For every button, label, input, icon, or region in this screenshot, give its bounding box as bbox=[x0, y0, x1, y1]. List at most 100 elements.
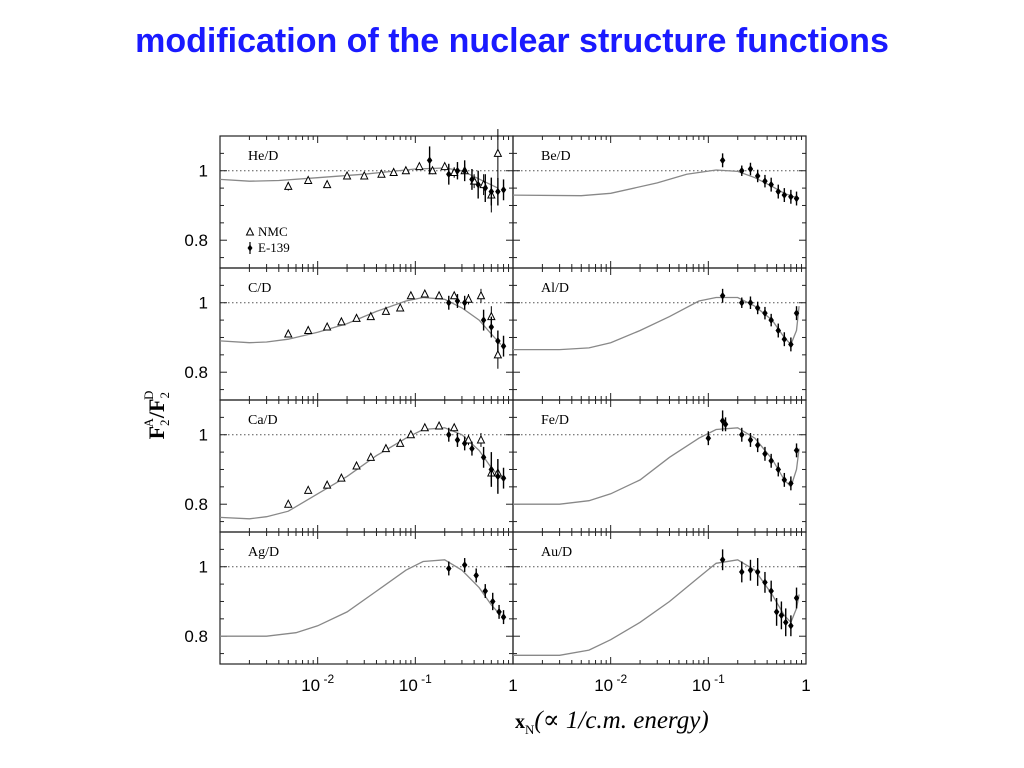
e139-point bbox=[782, 608, 789, 637]
x-tick-label: 1 bbox=[801, 676, 810, 695]
nmc-point bbox=[303, 175, 313, 184]
panel-label: Ca/D bbox=[248, 413, 278, 428]
e139-marker bbox=[768, 180, 774, 189]
y-tick-label: 0.8 bbox=[184, 231, 208, 250]
e139-marker bbox=[738, 298, 745, 307]
e139-point bbox=[495, 177, 501, 206]
nmc-point bbox=[322, 179, 332, 189]
e139-point bbox=[754, 301, 761, 315]
e139-point bbox=[461, 295, 468, 310]
e139-point bbox=[461, 160, 468, 182]
nmc-marker bbox=[406, 429, 416, 439]
e139-marker bbox=[482, 184, 489, 193]
e139-marker bbox=[747, 298, 754, 307]
e139-marker bbox=[469, 175, 475, 184]
nmc-point bbox=[303, 485, 313, 494]
panel-c-d: 1 0.8 C/D bbox=[184, 267, 514, 401]
e139-point bbox=[445, 295, 452, 310]
x-tick-label: 10 -2 bbox=[301, 672, 334, 695]
e139-point bbox=[719, 153, 726, 168]
nmc-point bbox=[434, 290, 444, 300]
nmc-point bbox=[377, 169, 386, 178]
e139-marker bbox=[793, 594, 800, 602]
y-tick-label: 1 bbox=[199, 426, 208, 445]
model-curve bbox=[219, 296, 502, 345]
e139-marker bbox=[454, 297, 461, 305]
e139-point bbox=[719, 288, 726, 303]
e139-marker bbox=[500, 474, 507, 483]
model-curve bbox=[219, 427, 502, 520]
e139-point bbox=[788, 476, 794, 491]
e139-point bbox=[768, 453, 774, 468]
nmc-point bbox=[415, 161, 424, 171]
e139-point bbox=[788, 615, 794, 637]
panel-label: Ag/D bbox=[248, 545, 279, 560]
nmc-marker bbox=[366, 311, 376, 321]
e139-marker bbox=[488, 465, 495, 474]
e139-marker bbox=[461, 166, 468, 175]
nmc-marker bbox=[476, 434, 486, 444]
e139-marker bbox=[778, 611, 785, 620]
e139-marker bbox=[719, 156, 726, 165]
nmc-marker bbox=[303, 325, 313, 335]
e139-point bbox=[426, 146, 433, 175]
e139-point bbox=[775, 323, 782, 338]
nmc-point bbox=[337, 316, 346, 326]
panel-label: Be/D bbox=[541, 149, 571, 164]
nmc-point bbox=[352, 313, 361, 322]
e139-marker bbox=[426, 156, 433, 165]
y-tick-label: 1 bbox=[199, 558, 208, 577]
nmc-marker bbox=[322, 179, 332, 189]
nmc-point bbox=[366, 452, 376, 461]
e139-point bbox=[762, 174, 768, 188]
panel-ca-d: 1 0.8 Ca/D bbox=[184, 399, 514, 533]
e139-point bbox=[719, 549, 726, 571]
e139-point bbox=[738, 427, 745, 442]
svg-text:F2A/F2D: F2A/F2D bbox=[141, 391, 172, 440]
e139-point bbox=[488, 452, 495, 487]
nmc-marker bbox=[322, 479, 332, 489]
nmc-marker bbox=[464, 294, 473, 303]
nmc-marker bbox=[283, 181, 293, 190]
e139-point bbox=[747, 433, 754, 447]
e139-point bbox=[781, 472, 788, 487]
e139-point bbox=[480, 309, 487, 331]
e139-marker bbox=[445, 170, 452, 179]
nmc-point bbox=[359, 170, 369, 180]
nmc-marker bbox=[440, 161, 450, 171]
e139-point bbox=[775, 184, 782, 199]
e139-marker bbox=[747, 165, 754, 173]
nmc-point bbox=[381, 443, 391, 453]
e139-marker bbox=[754, 568, 761, 576]
e139-point bbox=[482, 174, 489, 202]
nmc-marker bbox=[420, 422, 430, 432]
e139-point bbox=[762, 446, 768, 461]
nmc-point bbox=[283, 328, 293, 338]
e139-point bbox=[762, 306, 768, 320]
e139-marker bbox=[445, 430, 452, 439]
e139-point bbox=[500, 335, 507, 357]
nmc-marker bbox=[449, 290, 459, 300]
nmc-point bbox=[342, 170, 352, 180]
e139-marker bbox=[768, 587, 774, 595]
legend-marker-nmc bbox=[245, 226, 255, 236]
y-tick-label: 1 bbox=[199, 294, 208, 313]
e139-marker bbox=[738, 166, 745, 175]
e139-point bbox=[793, 443, 800, 458]
nmc-marker bbox=[415, 161, 424, 171]
nmc-point bbox=[479, 174, 488, 196]
e139-marker bbox=[454, 166, 461, 175]
y-axis-label-slash: / bbox=[144, 411, 169, 419]
e139-point bbox=[469, 169, 475, 190]
e139-marker bbox=[775, 465, 782, 474]
nmc-point bbox=[493, 129, 503, 178]
model-curve bbox=[220, 559, 502, 637]
panel-label: Al/D bbox=[541, 281, 569, 296]
panel-ag-d: 1 0.8 Ag/D 10 -2 10 -1 1 bbox=[184, 531, 518, 695]
e139-marker bbox=[488, 323, 495, 331]
x-tick-label: 10 -2 bbox=[594, 672, 627, 695]
e139-point bbox=[747, 296, 754, 309]
e139-marker bbox=[480, 316, 487, 325]
y-tick-label: 0.8 bbox=[184, 627, 208, 646]
